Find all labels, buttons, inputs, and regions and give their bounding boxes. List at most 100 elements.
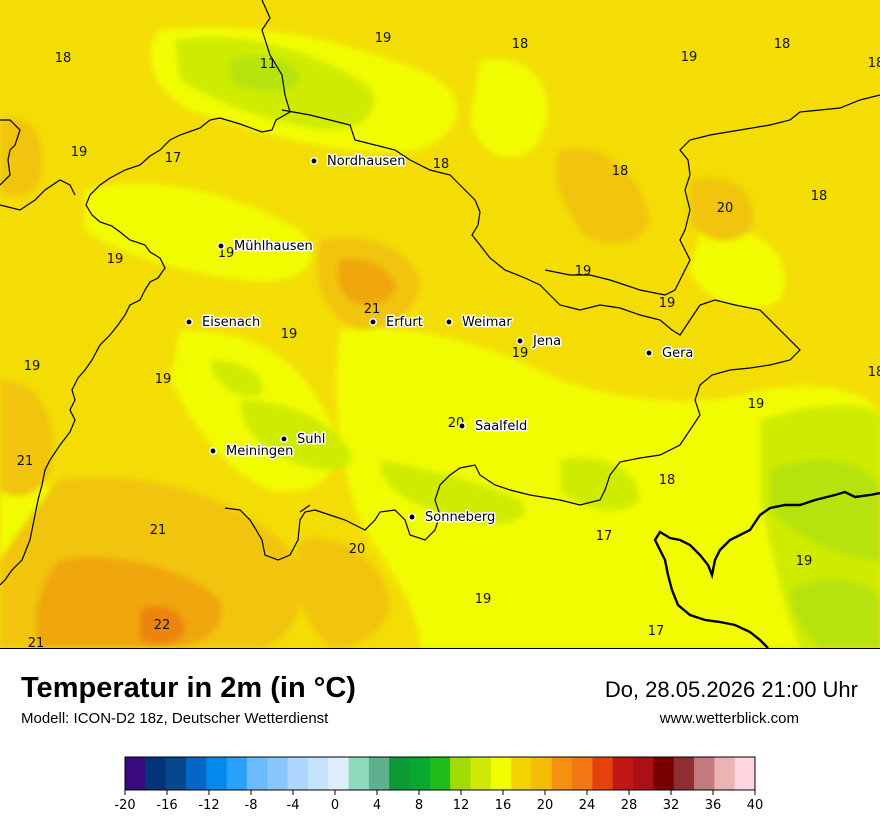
country-border <box>653 490 880 648</box>
color-scale-box <box>633 757 654 790</box>
map-canvas: 19 18 19 18 18 11 18 19 17 18 18 20 18 19 19 21 19 19 19 19… <box>0 0 880 648</box>
city-marker-dot <box>217 242 225 250</box>
city-marker-dot <box>310 157 318 165</box>
city-label: Jena <box>532 334 561 349</box>
color-scale-box <box>125 757 146 790</box>
color-scale-box <box>165 757 187 790</box>
color-scale-box <box>490 757 512 790</box>
color-scale-tick-label: 16 <box>495 798 512 813</box>
color-scale-box <box>206 757 228 790</box>
temperature-value-label: 19 <box>796 554 813 569</box>
color-scale-legend: -20 -16 -12 -8 -4 0 4 8 12 16 20 24 28 32 36 40 <box>0 750 880 825</box>
color-scale-tick-label: 8 <box>415 798 423 813</box>
color-scale-box <box>592 757 614 790</box>
temperature-value-label: 17 <box>648 624 665 639</box>
color-scale-tick-label: -12 <box>198 798 219 813</box>
temperature-value-label: 19 <box>475 592 492 607</box>
color-scale-box <box>470 757 492 790</box>
city-label: Suhl <box>297 432 325 447</box>
city-label: Sonneberg <box>425 510 495 525</box>
color-scale-tick-label: 28 <box>621 798 638 813</box>
city-meiningen[interactable]: Meiningen <box>209 443 295 461</box>
state-borders <box>0 0 880 586</box>
temperature-value-label: 20 <box>717 201 734 216</box>
temperature-value-label: 18 <box>55 51 72 66</box>
city-suhl[interactable]: Suhl <box>280 431 327 449</box>
color-scale-box <box>307 757 329 790</box>
color-scale-box <box>673 757 695 790</box>
color-scale-ticks: -20 -16 -12 -8 -4 0 4 8 12 16 20 24 28 32 36 40 <box>114 790 763 813</box>
forecast-datetime: Do, 28.05.2026 21:00 Uhr <box>604 677 858 702</box>
city-label: Erfurt <box>386 315 423 330</box>
city-eisenach[interactable]: Eisenach <box>185 314 262 332</box>
website-link[interactable]: www.wetterblick.com <box>659 710 799 727</box>
color-scale-tick-label: -4 <box>287 798 300 813</box>
color-scale-box <box>551 757 573 790</box>
city-label: Eisenach <box>202 315 260 330</box>
color-scale-box <box>450 757 471 790</box>
color-scale-box <box>368 757 390 790</box>
map-title: Temperatur in 2m (in °C) <box>21 672 356 704</box>
color-scale-frame <box>124 756 756 791</box>
temperature-value-label: 20 <box>349 542 366 557</box>
color-scale-box <box>511 757 532 790</box>
color-scale-box <box>226 757 248 790</box>
temperature-value-label: 19 <box>281 327 298 342</box>
city-weimar[interactable]: Weimar <box>445 314 514 332</box>
temperature-value-label: 21 <box>28 636 45 648</box>
city-marker-dot <box>369 318 377 326</box>
color-scale-tick-label: 4 <box>373 798 381 813</box>
city-marker-dot <box>458 422 466 430</box>
color-scale-tick-label: 36 <box>705 798 722 813</box>
city-marker-dot <box>185 318 193 326</box>
temperature-value-label: 18 <box>811 189 828 204</box>
city-marker-dot <box>408 513 416 521</box>
city-markers: Nordhausen Mühlhausen Eisenach Erfurt Weimar… <box>185 153 695 527</box>
color-scale: -20 -16 -12 -8 -4 0 4 8 12 16 20 24 28 32 36 40 <box>114 756 763 813</box>
color-scale-tick-label: -16 <box>156 798 177 813</box>
city-jena[interactable]: Jena <box>516 333 563 351</box>
city-label: Meiningen <box>226 444 293 459</box>
color-scale-box <box>267 757 288 790</box>
color-scale-box <box>653 757 675 790</box>
color-scale-tick-label: 12 <box>453 798 470 813</box>
city-mühlhausen[interactable]: Mühlhausen <box>217 238 314 256</box>
temperature-value-label: 19 <box>107 252 124 267</box>
color-scale-box <box>348 757 370 790</box>
temperature-value-label: 17 <box>165 151 182 166</box>
temperature-map[interactable]: 19 18 19 18 18 11 18 19 17 18 18 20 18 19 19 21 19 19 19 19… <box>0 0 880 649</box>
city-marker-dot <box>516 337 524 345</box>
color-scale-box <box>287 757 309 790</box>
city-nordhausen[interactable]: Nordhausen <box>310 153 407 171</box>
temperature-value-label: 18 <box>512 37 529 52</box>
color-scale-box <box>409 757 431 790</box>
city-saalfeld[interactable]: Saalfeld <box>458 418 529 436</box>
city-marker-dot <box>280 435 288 443</box>
temperature-value-label: 19 <box>71 145 88 160</box>
temperature-zones <box>0 27 880 648</box>
color-scale-tick-label: 20 <box>537 798 554 813</box>
color-scale-tick-label: 0 <box>331 798 339 813</box>
temperature-value-label: 19 <box>659 296 676 311</box>
temperature-value-label: 21 <box>150 523 167 538</box>
color-scale-box <box>328 757 349 790</box>
temperature-value-label: 19 <box>512 346 529 361</box>
city-erfurt[interactable]: Erfurt <box>369 314 424 332</box>
temperature-value-label: 19 <box>24 359 41 374</box>
temperature-value-label: 19 <box>681 50 698 65</box>
city-marker-dot <box>209 447 217 455</box>
color-scale-box <box>145 757 167 790</box>
temperature-value-label: 18 <box>433 157 450 172</box>
color-scale-box <box>572 757 593 790</box>
city-sonneberg[interactable]: Sonneberg <box>408 509 497 527</box>
city-label: Gera <box>662 346 693 361</box>
color-scale-box <box>185 757 207 790</box>
city-gera[interactable]: Gera <box>645 345 695 363</box>
color-scale-box <box>429 757 451 790</box>
city-label: Weimar <box>462 315 512 330</box>
city-label: Saalfeld <box>475 419 527 434</box>
model-info: Modell: ICON-D2 18z, Deutscher Wetterdie… <box>21 710 329 727</box>
color-scale-box <box>246 757 268 790</box>
temperature-value-label: 21 <box>364 302 381 317</box>
color-scale-box <box>389 757 410 790</box>
